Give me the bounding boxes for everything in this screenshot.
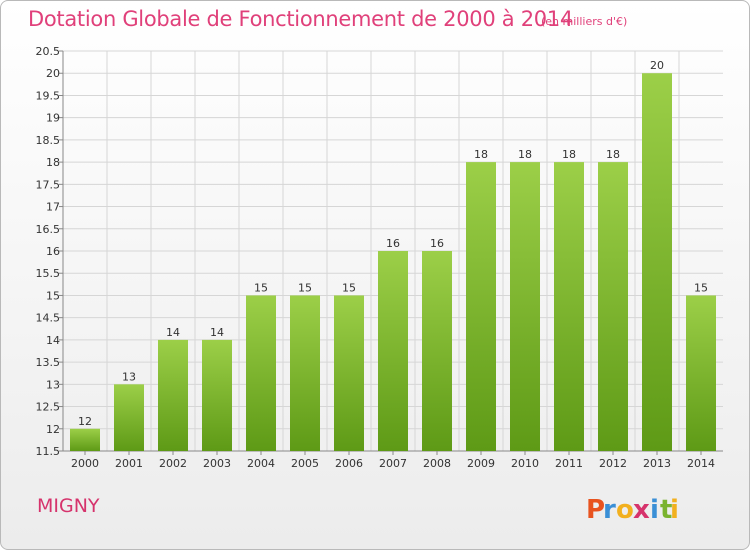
bar-2002 bbox=[158, 339, 188, 451]
y-tick-label: 13 bbox=[46, 378, 60, 391]
bar-2011 bbox=[554, 162, 584, 451]
y-tick-label: 18 bbox=[46, 156, 60, 169]
bar-value-label: 16 bbox=[430, 237, 444, 250]
y-tick-label: 14 bbox=[46, 334, 60, 347]
bar-value-label: 15 bbox=[254, 281, 268, 294]
labels: 11.5 12 12.5 13 13.5 14 14.5 15 15.5 16 16.5 17 17.5… bbox=[36, 45, 716, 470]
logo-letter: P bbox=[586, 495, 605, 525]
bar-2009 bbox=[466, 162, 496, 451]
proxiti-logo: Pr o x i ti bbox=[586, 495, 679, 525]
x-tick-label: 2000 bbox=[71, 457, 99, 470]
x-tick-label: 2012 bbox=[599, 457, 627, 470]
bar-2013 bbox=[642, 73, 672, 451]
bar-2001 bbox=[114, 384, 144, 451]
logo-letter: i bbox=[650, 495, 659, 525]
x-tick-label: 2006 bbox=[335, 457, 363, 470]
logo-letter: i bbox=[670, 495, 679, 525]
y-tick-label: 19.5 bbox=[36, 89, 61, 102]
bar-value-label: 18 bbox=[474, 148, 488, 161]
bar-value-label: 14 bbox=[210, 326, 224, 339]
y-tick-label: 18.5 bbox=[36, 134, 61, 147]
y-tick-label: 12 bbox=[46, 423, 60, 436]
x-tick-label: 2008 bbox=[423, 457, 451, 470]
x-tick-label: 2001 bbox=[115, 457, 143, 470]
chart-title: Dotation Globale de Fonctionnement de 20… bbox=[28, 7, 573, 31]
bars bbox=[70, 73, 716, 451]
bar-2010 bbox=[510, 162, 540, 451]
y-tick-label: 14.5 bbox=[36, 312, 61, 325]
x-tick-label: 2004 bbox=[247, 457, 275, 470]
bar-2004 bbox=[246, 295, 276, 451]
x-tick-label: 2003 bbox=[203, 457, 231, 470]
logo-letter: r bbox=[603, 495, 616, 525]
y-tick-label: 20.5 bbox=[36, 45, 61, 58]
bar-2000 bbox=[70, 428, 100, 451]
bar-value-label: 15 bbox=[298, 281, 312, 294]
bar-value-label: 18 bbox=[518, 148, 532, 161]
bar-value-label: 15 bbox=[694, 281, 708, 294]
y-tick-label: 13.5 bbox=[36, 356, 61, 369]
bar-2008 bbox=[422, 251, 452, 451]
commune-name: MIGNY bbox=[37, 495, 100, 517]
x-tick-label: 2002 bbox=[159, 457, 187, 470]
bar-value-label: 12 bbox=[78, 415, 92, 428]
x-tick-label: 2005 bbox=[291, 457, 319, 470]
x-tick-label: 2014 bbox=[687, 457, 715, 470]
x-tick-label: 2013 bbox=[643, 457, 671, 470]
logo-letter: t bbox=[660, 495, 672, 525]
y-tick-label: 19 bbox=[46, 112, 60, 125]
bar-2006 bbox=[334, 295, 364, 451]
y-tick-label: 16.5 bbox=[36, 223, 61, 236]
y-tick-label: 17 bbox=[46, 201, 60, 214]
bar-value-label: 16 bbox=[386, 237, 400, 250]
bar-2014 bbox=[686, 295, 716, 451]
y-tick-label: 12.5 bbox=[36, 401, 61, 414]
y-tick-label: 20 bbox=[46, 67, 60, 80]
logo-letter: x bbox=[633, 495, 650, 525]
chart-subtitle: (en milliers d'€) bbox=[541, 15, 628, 28]
x-tick-label: 2009 bbox=[467, 457, 495, 470]
y-tick-label: 17.5 bbox=[36, 178, 61, 191]
x-tick-label: 2007 bbox=[379, 457, 407, 470]
x-tick-label: 2011 bbox=[555, 457, 583, 470]
bar-value-label: 18 bbox=[562, 148, 576, 161]
y-tick-label: 15.5 bbox=[36, 267, 61, 280]
bar-value-label: 14 bbox=[166, 326, 180, 339]
y-tick-label: 16 bbox=[46, 245, 60, 258]
bar-2003 bbox=[202, 339, 232, 451]
bar-value-label: 15 bbox=[342, 281, 356, 294]
logo-letter: o bbox=[616, 495, 634, 525]
bar-value-label: 18 bbox=[606, 148, 620, 161]
bar-value-label: 13 bbox=[122, 370, 136, 383]
bar-value-label: 20 bbox=[650, 59, 664, 72]
bar-2007 bbox=[378, 251, 408, 451]
bar-2005 bbox=[290, 295, 320, 451]
bar-2012 bbox=[598, 162, 628, 451]
x-tick-label: 2010 bbox=[511, 457, 539, 470]
y-tick-label: 11.5 bbox=[36, 445, 61, 458]
y-tick-label: 15 bbox=[46, 289, 60, 302]
